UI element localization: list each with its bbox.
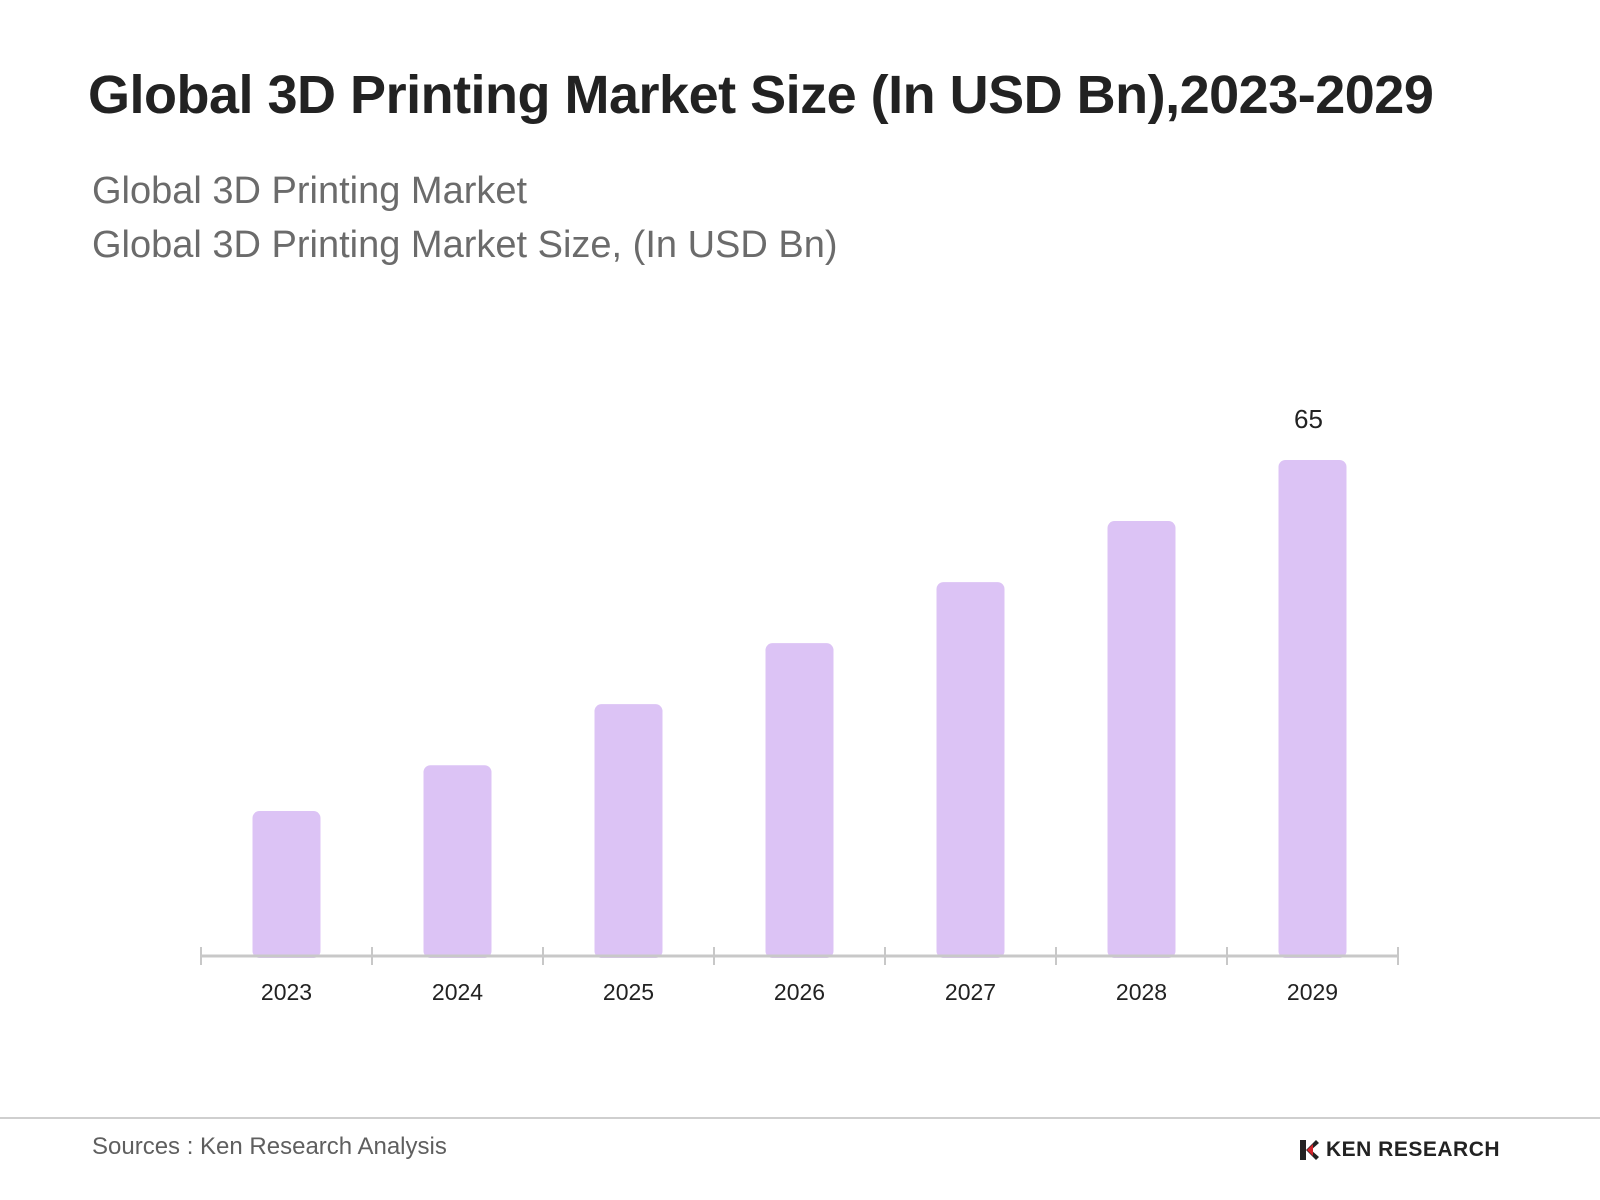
x-tick-label-2027: 2027	[945, 979, 996, 1005]
chart-title: Global 3D Printing Market Size (In USD B…	[88, 65, 1434, 125]
bar-2028	[1107, 521, 1176, 958]
x-tick-label-2028: 2028	[1116, 979, 1167, 1005]
bar-chart: 2023 2024 2025 2026 2027 2028 2029 65	[200, 404, 1399, 1005]
x-tick-label-2023: 2023	[261, 979, 312, 1005]
x-tick-label-2024: 2024	[432, 979, 483, 1005]
bar-2027	[936, 582, 1005, 958]
chart-subtitle-market: Global 3D Printing Market	[92, 170, 528, 212]
ken-research-logo: KEN RESEARCH	[1298, 1138, 1500, 1162]
footer-divider	[0, 1117, 1600, 1119]
chart-subtitle-metric: Global 3D Printing Market Size, (In USD …	[92, 224, 838, 266]
bar-2023	[252, 811, 321, 958]
data-label-2029: 65	[1294, 404, 1323, 434]
bar-2024	[423, 765, 492, 958]
bar-2026	[765, 643, 834, 958]
ken-research-logo-text: KEN RESEARCH	[1326, 1138, 1501, 1161]
bar-2025	[594, 704, 663, 958]
source-note: Sources : Ken Research Analysis	[92, 1133, 447, 1160]
bar-2029	[1278, 460, 1347, 958]
x-tick-label-2025: 2025	[603, 979, 654, 1005]
ken-research-logo-icon	[1300, 1140, 1319, 1160]
x-tick-label-2026: 2026	[774, 979, 825, 1005]
x-tick-label-2029: 2029	[1287, 979, 1338, 1005]
